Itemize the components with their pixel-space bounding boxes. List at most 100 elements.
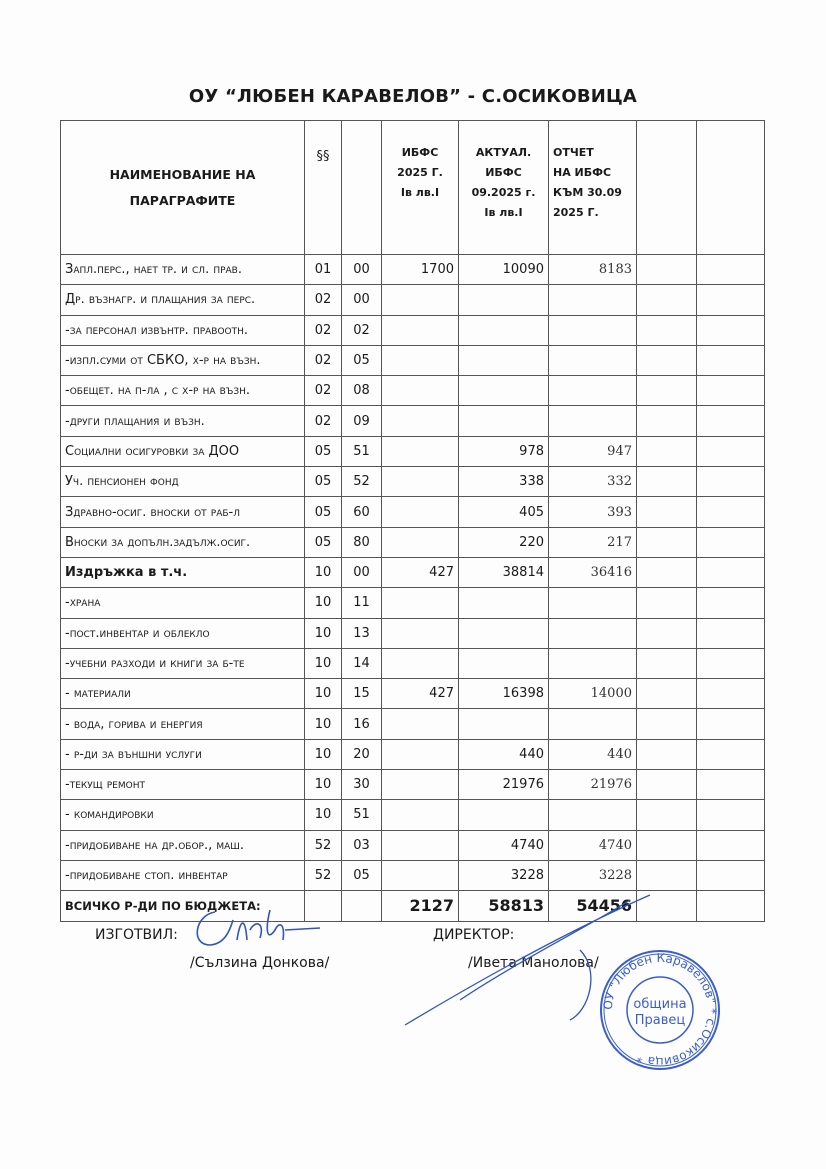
row-report: [548, 314, 637, 346]
table-row: - вода, горива и енергия 10 16: [60, 708, 765, 740]
total-ibfs: 2127: [381, 890, 459, 922]
row-ibfs: [381, 435, 459, 468]
row-ibfs: [381, 829, 459, 861]
row-actual: [458, 314, 549, 346]
row-empty: [696, 284, 765, 316]
row-empty: [636, 647, 697, 680]
row-subparagraph: 13: [341, 617, 382, 649]
row-ibfs: [381, 859, 459, 892]
row-paragraph: 01: [304, 253, 342, 286]
row-name: Др. възнагр. и плащания за перс.: [60, 284, 305, 316]
row-actual: [458, 647, 549, 680]
row-empty: [636, 708, 697, 740]
row-subparagraph: 00: [341, 284, 382, 316]
row-empty: [636, 829, 697, 861]
header-line: НА ИБФС: [553, 166, 612, 179]
row-subparagraph: 51: [341, 799, 382, 831]
row-empty: [636, 466, 697, 498]
row-empty: [696, 405, 765, 437]
row-name: Вноски за допълн.задълж.осиг.: [60, 526, 305, 558]
row-ibfs: [381, 587, 459, 619]
row-report: [548, 344, 637, 377]
row-report: [548, 405, 637, 437]
row-name: -храна: [60, 587, 305, 619]
row-actual: [458, 284, 549, 316]
row-empty: [696, 314, 765, 346]
row-name: Издръжка в т.ч.: [60, 556, 305, 589]
row-actual: [458, 375, 549, 407]
row-actual: 338: [458, 466, 549, 498]
row-report: 14000: [548, 678, 637, 710]
row-empty: [636, 617, 697, 649]
row-empty: [696, 253, 765, 286]
total-subparagraph: [341, 890, 382, 922]
table-row: -за персонал извънтр. правоотн. 02 02: [60, 314, 765, 346]
row-subparagraph: 00: [341, 253, 382, 286]
row-empty: [696, 769, 765, 801]
header-name-line: НАИМЕНОВАНИЕ НА: [109, 166, 256, 182]
row-paragraph: 05: [304, 496, 342, 528]
table-row: -придобиване стоп. инвентар 52 05 3228 3228: [60, 859, 765, 892]
row-subparagraph: 14: [341, 647, 382, 680]
row-paragraph: 10: [304, 738, 342, 771]
header-ibfs: ИБФС 2025 Г. Iв лв.I: [381, 120, 459, 255]
row-ibfs: [381, 314, 459, 346]
row-empty: [636, 284, 697, 316]
row-report: 393: [548, 496, 637, 528]
row-name: Уч. пенсионен фонд: [60, 466, 305, 498]
row-actual: [458, 617, 549, 649]
header-line: 2025 Г.: [553, 206, 599, 219]
table-row: Социални осигуровки за ДОО 05 51 978 947: [60, 435, 765, 468]
row-paragraph: 10: [304, 617, 342, 649]
row-empty: [696, 526, 765, 558]
header-report: ОТЧЕТ НА ИБФС КЪМ 30.09 2025 Г.: [548, 120, 637, 255]
header-line: 09.2025 г.: [471, 186, 536, 199]
header-empty: [696, 120, 765, 255]
row-report: [548, 375, 637, 407]
row-subparagraph: 15: [341, 678, 382, 710]
table-header: НАИМЕНОВАНИЕ НА ПАРАГРАФИТЕ §§ ИБФС 2025 Г…: [60, 120, 765, 255]
header-name-line: ПАРАГРАФИТЕ: [129, 192, 236, 208]
row-name: - командировки: [60, 799, 305, 831]
row-paragraph: 02: [304, 344, 342, 377]
svg-text:община: община: [633, 997, 686, 1012]
row-actual: [458, 799, 549, 831]
header-line: ОТЧЕТ: [553, 146, 594, 159]
school-stamp: ОУ "Любен Каравелов" * с.Осиковица * общ…: [600, 950, 720, 1070]
row-name: - материали: [60, 678, 305, 710]
row-ibfs: [381, 738, 459, 771]
budget-table: НАИМЕНОВАНИЕ НА ПАРАГРАФИТЕ §§ ИБФС 2025 Г…: [60, 120, 765, 922]
row-actual: 38814: [458, 556, 549, 589]
row-empty: [636, 587, 697, 619]
row-report: 947: [548, 435, 637, 468]
header-line: Iв лв.I: [400, 186, 440, 199]
row-report: 8183: [548, 253, 637, 286]
row-name: -учебни разходи и книги за б-те: [60, 647, 305, 680]
row-empty: [636, 799, 697, 831]
row-actual: [458, 708, 549, 740]
row-name: - р-ди за външни услуги: [60, 738, 305, 771]
row-actual: 4740: [458, 829, 549, 861]
row-paragraph: 02: [304, 284, 342, 316]
row-report: 36416: [548, 556, 637, 589]
header-name: НАИМЕНОВАНИЕ НА ПАРАГРАФИТЕ: [60, 120, 305, 255]
table-row: -пост.инвентар и облекло 10 13: [60, 617, 765, 649]
row-ibfs: 1700: [381, 253, 459, 286]
row-empty: [696, 799, 765, 831]
row-empty: [636, 556, 697, 589]
row-empty: [696, 496, 765, 528]
row-report: 4740: [548, 829, 637, 861]
row-report: 332: [548, 466, 637, 498]
row-subparagraph: 20: [341, 738, 382, 771]
row-ibfs: [381, 405, 459, 437]
row-empty: [696, 738, 765, 771]
row-empty: [696, 556, 765, 589]
table-row: - р-ди за външни услуги 10 20 440 440: [60, 738, 765, 771]
row-paragraph: 02: [304, 375, 342, 407]
row-name: Здравно-осиг. вноски от раб-л: [60, 496, 305, 528]
header-paragraph: §§: [304, 120, 342, 255]
prepared-signature: [196, 909, 321, 946]
row-ibfs: [381, 647, 459, 680]
row-ibfs: [381, 284, 459, 316]
row-empty: [636, 344, 697, 377]
